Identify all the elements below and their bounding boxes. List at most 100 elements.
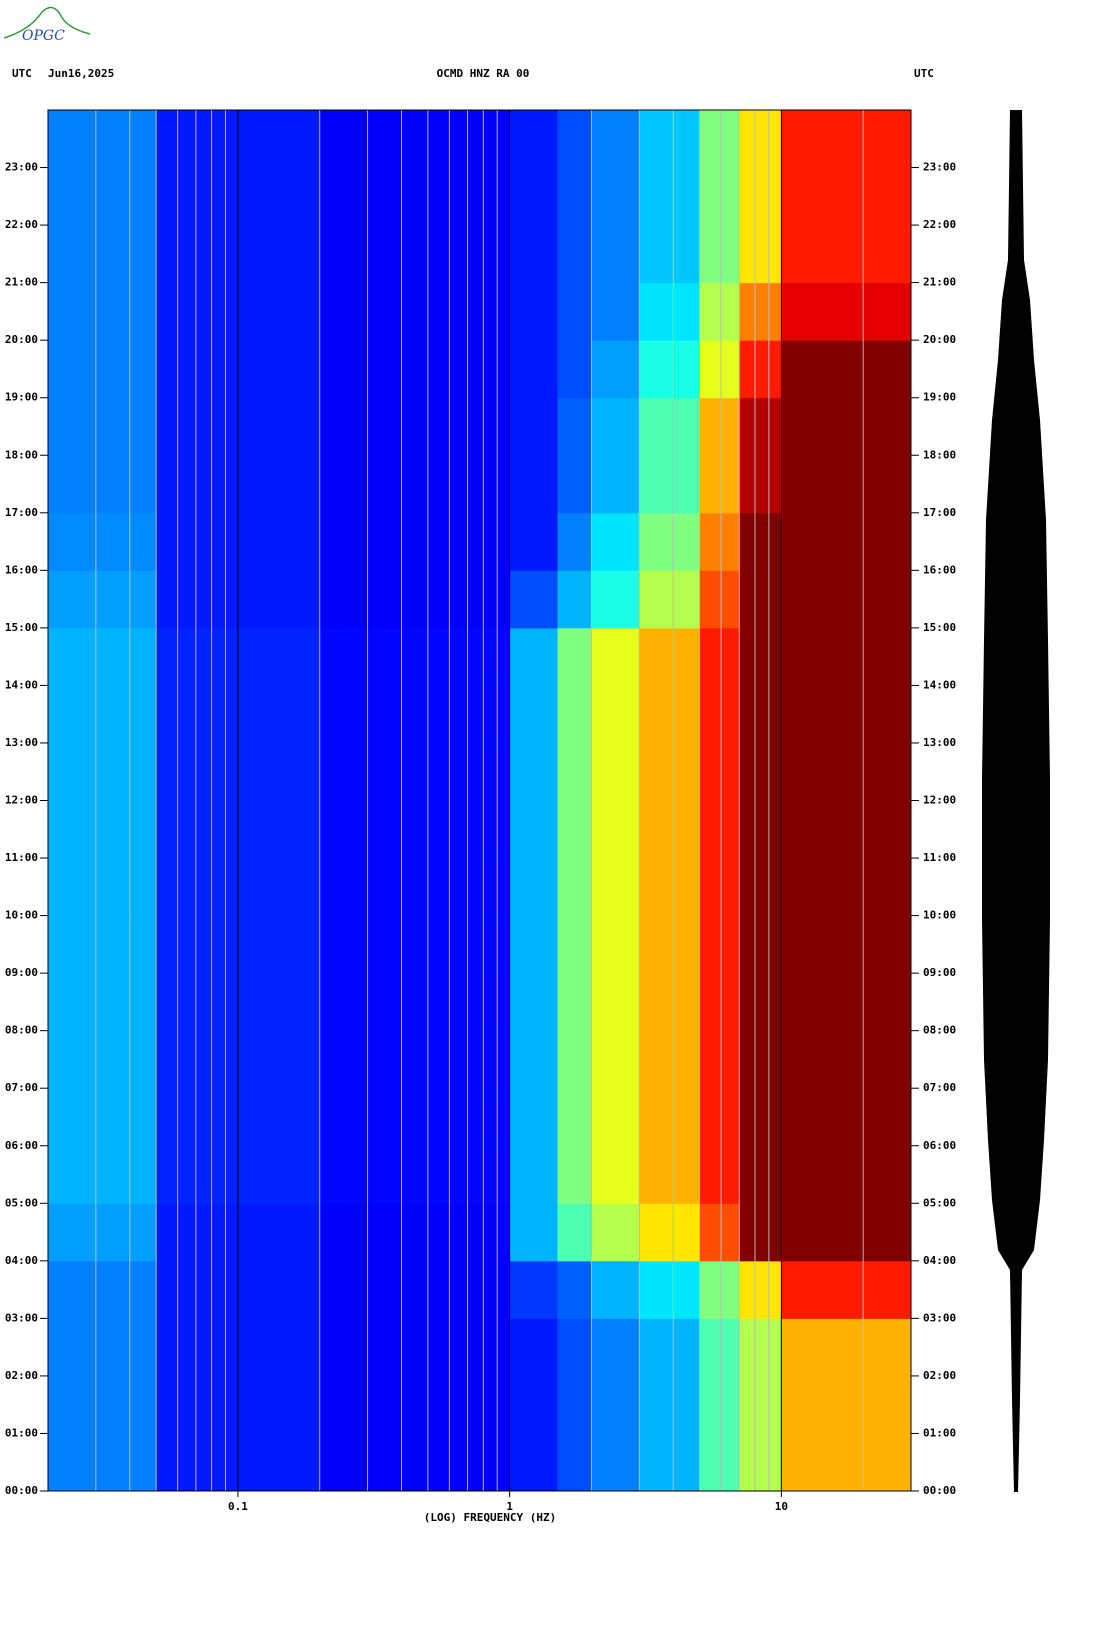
heatmap-cell [739,1145,782,1204]
y-tick-label-left: 21:00 [5,276,38,289]
heatmap-cell [591,225,640,284]
heatmap-cell [319,800,511,859]
y-tick-label-right: 01:00 [923,1426,956,1439]
heatmap-cell [319,397,511,456]
heatmap-cell [319,455,511,514]
heatmap-cell [639,1145,701,1204]
heatmap-cell [319,1145,511,1204]
heatmap-cell [781,915,912,974]
y-tick-label-left: 15:00 [5,621,38,634]
heatmap-cell [509,1145,558,1204]
y-tick-label-left: 01:00 [5,1426,38,1439]
heatmap-cell [699,340,740,399]
heatmap-cell [781,1318,912,1377]
heatmap-cell [509,225,558,284]
heatmap-cell [591,685,640,744]
heatmap-cell [319,858,511,917]
heatmap-cell [557,512,592,571]
y-tick-label-right: 04:00 [923,1254,956,1267]
heatmap-cell [781,225,912,284]
heatmap-cell [319,282,511,341]
heatmap-cell [319,627,511,686]
heatmap-cell [557,800,592,859]
heatmap-cell [591,858,640,917]
heatmap-cell [48,1145,157,1204]
y-tick-label-left: 17:00 [5,506,38,519]
y-tick-label-left: 10:00 [5,909,38,922]
heatmap-cell [48,973,157,1032]
x-tick-label: 0.1 [228,1500,248,1513]
heatmap-cell [591,627,640,686]
heatmap-cell [639,1030,701,1089]
heatmap-cell [591,973,640,1032]
y-tick-label-right: 07:00 [923,1081,956,1094]
heatmap-cell [739,800,782,859]
heatmap-cell [557,282,592,341]
heatmap-cell [557,110,592,169]
heatmap-cell [739,397,782,456]
heatmap-cell [48,282,157,341]
heatmap-cell [699,742,740,801]
heatmap-cell [739,1203,782,1262]
heatmap-cell [699,1433,740,1492]
heatmap-cell [639,800,701,859]
heatmap-cell [699,225,740,284]
heatmap-cell [591,570,640,629]
heatmap-cell [699,800,740,859]
heatmap-cell [48,1030,157,1089]
y-tick-label-right: 03:00 [923,1311,956,1324]
heatmap-cell [699,1203,740,1262]
heatmap-cell [509,282,558,341]
heatmap-cell [591,455,640,514]
heatmap-cell [639,1260,701,1319]
heatmap-cell [319,1318,511,1377]
heatmap-cell [557,1030,592,1089]
y-tick-label-left: 18:00 [5,448,38,461]
heatmap-cell [781,570,912,629]
heatmap-cell [639,1318,701,1377]
y-tick-label-right: 11:00 [923,851,956,864]
heatmap-cell [739,685,782,744]
heatmap-cell [591,1088,640,1147]
y-tick-label-left: 16:00 [5,563,38,576]
y-tick-label-right: 12:00 [923,794,956,807]
heatmap-cell [739,1030,782,1089]
heatmap-cell [699,685,740,744]
heatmap-cell [639,627,701,686]
heatmap-cell [509,1260,558,1319]
heatmap-cell [639,167,701,226]
heatmap-cell [319,110,511,169]
heatmap-cell [48,570,157,629]
heatmap-cell [591,397,640,456]
heatmap-cell [509,973,558,1032]
heatmap-cell [639,110,701,169]
heatmap-cell [319,1375,511,1434]
heatmap-cell [509,742,558,801]
heatmap-cell [739,1260,782,1319]
heatmap-cell [739,1375,782,1434]
heatmap-cell [699,1318,740,1377]
heatmap-cell [699,1030,740,1089]
heatmap-cell [48,225,157,284]
heatmap-cell [48,1203,157,1262]
heatmap-cell [739,858,782,917]
heatmap-cell [739,110,782,169]
heatmap-cell [48,742,157,801]
heatmap-cell [699,110,740,169]
heatmap-cell [509,1030,558,1089]
logo-swoosh [3,6,91,39]
heatmap-cell [509,512,558,571]
heatmap-cell [319,1203,511,1262]
heatmap-cell [557,1433,592,1492]
y-tick-label-right: 18:00 [923,448,956,461]
plot-area: 0.1 1 10 00:00 00:00 01:00 01:00 02:00 02:00 03:0… [5,109,956,1513]
heatmap-cell [319,1030,511,1089]
heatmap-cell [509,915,558,974]
y-tick-label-left: 20:00 [5,333,38,346]
heatmap-cell [509,627,558,686]
y-label-right: UTC [914,67,934,80]
heatmap-cell [319,742,511,801]
heatmap-cell [509,1088,558,1147]
y-tick-label-left: 22:00 [5,218,38,231]
y-tick-label-left: 11:00 [5,851,38,864]
